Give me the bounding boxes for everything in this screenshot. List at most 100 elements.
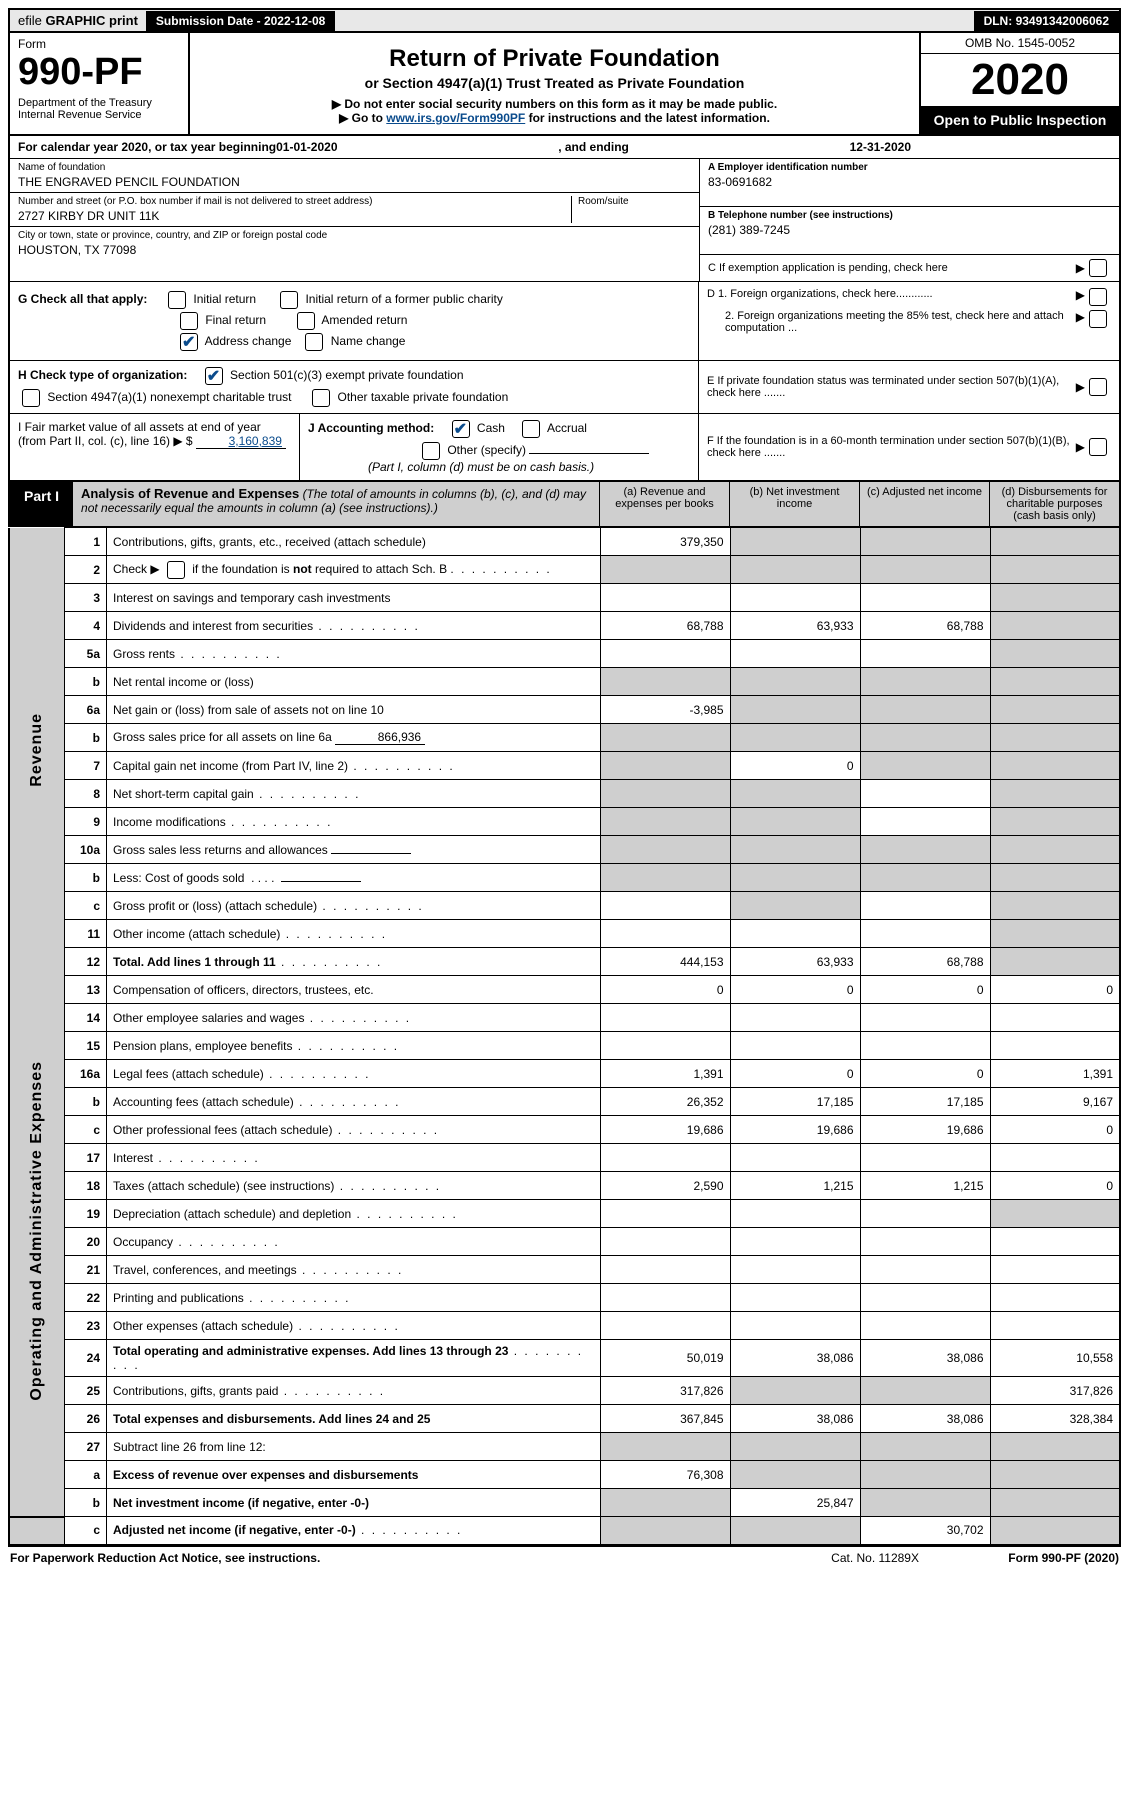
checkbox-e[interactable] xyxy=(1089,378,1107,396)
line-13-d: 0 xyxy=(990,976,1120,1004)
g-checks: G Check all that apply: Initial return I… xyxy=(10,282,699,360)
row-g: G Check all that apply: Initial return I… xyxy=(8,281,1121,360)
box-j: J Accounting method: Cash Accrual Other … xyxy=(300,414,699,480)
checkbox-final-return[interactable] xyxy=(180,312,198,330)
paperwork-notice: For Paperwork Reduction Act Notice, see … xyxy=(10,1551,699,1565)
line-11: Other income (attach schedule) xyxy=(107,920,601,948)
line-26-c: 38,086 xyxy=(860,1405,990,1433)
checkbox-other-method[interactable] xyxy=(422,442,440,460)
line-27a: Excess of revenue over expenses and disb… xyxy=(107,1461,601,1489)
box-e: E If private foundation status was termi… xyxy=(699,361,1119,413)
line-17: Interest xyxy=(107,1144,601,1172)
ein-box: A Employer identification number 83-0691… xyxy=(700,159,1119,207)
line-19: Depreciation (attach schedule) and deple… xyxy=(107,1200,601,1228)
part1-table: Revenue 1 Contributions, gifts, grants, … xyxy=(8,527,1121,1546)
line-24-c: 38,086 xyxy=(860,1340,990,1377)
h-label: H Check type of organization: xyxy=(18,368,187,382)
part1-header: Part I Analysis of Revenue and Expenses … xyxy=(8,481,1121,527)
telephone: (281) 389-7245 xyxy=(708,223,1111,237)
line-16b-c: 17,185 xyxy=(860,1088,990,1116)
line-25-d: 317,826 xyxy=(990,1377,1120,1405)
fmv-all-assets[interactable]: 3,160,839 xyxy=(196,434,286,449)
j-label: J Accounting method: xyxy=(308,421,434,435)
line-1: Contributions, gifts, grants, etc., rece… xyxy=(107,528,601,556)
checkbox-c[interactable] xyxy=(1089,259,1107,277)
line-16b: Accounting fees (attach schedule) xyxy=(107,1088,601,1116)
checkbox-4947a1[interactable] xyxy=(22,389,40,407)
checkbox-name-change[interactable] xyxy=(305,333,323,351)
line-16a-b: 0 xyxy=(730,1060,860,1088)
line-6a: Net gain or (loss) from sale of assets n… xyxy=(107,696,601,724)
line-16b-b: 17,185 xyxy=(730,1088,860,1116)
efile-print[interactable]: print xyxy=(109,13,138,28)
checkbox-sch-b[interactable] xyxy=(167,561,185,579)
checkbox-cash[interactable] xyxy=(452,420,470,438)
line-27a-a: 76,308 xyxy=(600,1461,730,1489)
form-number: 990-PF xyxy=(18,53,180,91)
checkbox-initial-return[interactable] xyxy=(168,291,186,309)
city-box: City or town, state or province, country… xyxy=(10,227,699,260)
line-18-d: 0 xyxy=(990,1172,1120,1200)
line-21: Travel, conferences, and meetings xyxy=(107,1256,601,1284)
line-16b-a: 26,352 xyxy=(600,1088,730,1116)
form-note1: ▶ Do not enter social security numbers o… xyxy=(200,97,909,111)
line-14: Other employee salaries and wages xyxy=(107,1004,601,1032)
line-10a: Gross sales less returns and allowances xyxy=(107,836,601,864)
department: Department of the Treasury Internal Reve… xyxy=(18,97,180,121)
line-9: Income modifications xyxy=(107,808,601,836)
address-box: Number and street (or P.O. box number if… xyxy=(10,193,699,227)
cat-number: Cat. No. 11289X xyxy=(699,1551,919,1565)
line-16c-b: 19,686 xyxy=(730,1116,860,1144)
checkbox-501c3[interactable] xyxy=(205,367,223,385)
line-27: Subtract line 26 from line 12: xyxy=(107,1433,601,1461)
line-10b: Less: Cost of goods sold . . . . xyxy=(107,864,601,892)
tax-year: 2020 xyxy=(921,54,1119,106)
checkbox-accrual[interactable] xyxy=(522,420,540,438)
line-25-a: 317,826 xyxy=(600,1377,730,1405)
tax-year-begin: 01-01-2020 xyxy=(276,140,337,154)
checkbox-d1[interactable] xyxy=(1089,288,1107,306)
line-27c-c: 30,702 xyxy=(860,1517,990,1545)
line-26-d: 328,384 xyxy=(990,1405,1120,1433)
tax-year-end: 12-31-2020 xyxy=(850,140,911,154)
line-25: Contributions, gifts, grants paid xyxy=(107,1377,601,1405)
calendar-year-row: For calendar year 2020, or tax year begi… xyxy=(8,136,1121,159)
ein: 83-0691682 xyxy=(708,175,1111,189)
entity-block: Name of foundation THE ENGRAVED PENCIL F… xyxy=(8,159,1121,281)
line-22: Printing and publications xyxy=(107,1284,601,1312)
checkbox-address-change[interactable] xyxy=(180,333,198,351)
part1-badge: Part I xyxy=(10,482,73,526)
line-26: Total expenses and disbursements. Add li… xyxy=(107,1405,601,1433)
form-subtitle: or Section 4947(a)(1) Trust Treated as P… xyxy=(200,75,909,91)
checkbox-initial-former[interactable] xyxy=(280,291,298,309)
line-16a-c: 0 xyxy=(860,1060,990,1088)
row-h: H Check type of organization: Section 50… xyxy=(8,360,1121,413)
efile-topbar: efile GRAPHIC print Submission Date - 20… xyxy=(8,8,1121,33)
page-footer: For Paperwork Reduction Act Notice, see … xyxy=(8,1546,1121,1565)
instructions-link[interactable]: www.irs.gov/Form990PF xyxy=(386,111,525,125)
street-address: 2727 KIRBY DR UNIT 11K xyxy=(18,209,571,223)
checkbox-f[interactable] xyxy=(1089,438,1107,456)
checkbox-amended-return[interactable] xyxy=(297,312,315,330)
line-12: Total. Add lines 1 through 11 xyxy=(107,948,601,976)
line-24-d: 10,558 xyxy=(990,1340,1120,1377)
checkbox-d2[interactable] xyxy=(1089,310,1107,328)
line-12-c: 68,788 xyxy=(860,948,990,976)
checkbox-other-taxable[interactable] xyxy=(312,389,330,407)
line-27b-b: 25,847 xyxy=(730,1489,860,1517)
line-3: Interest on savings and temporary cash i… xyxy=(107,584,601,612)
box-f: F If the foundation is in a 60-month ter… xyxy=(699,414,1119,480)
foundation-name-box: Name of foundation THE ENGRAVED PENCIL F… xyxy=(10,159,699,193)
room-suite-label: Room/suite xyxy=(578,196,691,207)
foundation-name: THE ENGRAVED PENCIL FOUNDATION xyxy=(18,175,691,189)
line-12-a: 444,153 xyxy=(600,948,730,976)
line-12-b: 63,933 xyxy=(730,948,860,976)
box-i: I Fair market value of all assets at end… xyxy=(10,414,300,480)
line-7-b: 0 xyxy=(730,752,860,780)
revenue-side-label: Revenue xyxy=(9,528,65,976)
box-c: C If exemption application is pending, c… xyxy=(700,255,1119,281)
line-24: Total operating and administrative expen… xyxy=(107,1340,601,1377)
line-27b: Net investment income (if negative, ente… xyxy=(107,1489,601,1517)
line-2: Check ▶ if the foundation is not require… xyxy=(107,556,601,584)
line-16c-d: 0 xyxy=(990,1116,1120,1144)
